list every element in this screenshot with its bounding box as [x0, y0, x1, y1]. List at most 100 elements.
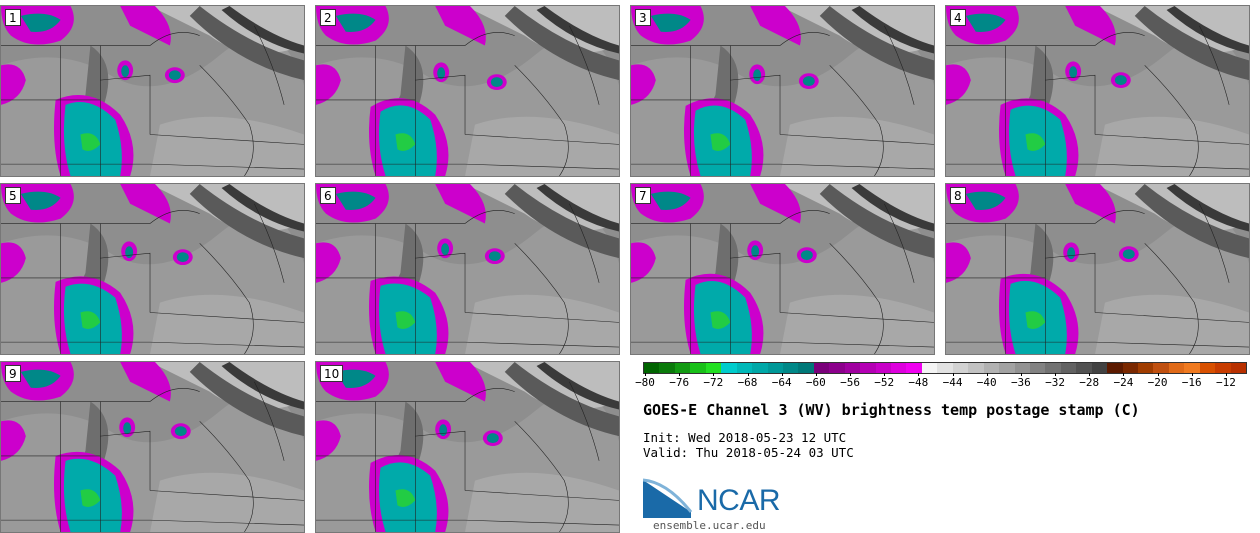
colorbar-tick-label: −72 — [703, 376, 724, 389]
colorbar-tick-label: −64 — [771, 376, 792, 389]
map-panel: 8 — [945, 183, 1250, 355]
colorbar-tickmark — [747, 373, 749, 376]
colorbar-segment — [1184, 363, 1200, 373]
colorbar-segment — [752, 363, 768, 373]
valid-label: Valid: — [643, 445, 689, 460]
colorbar-tick-label: −12 — [1215, 376, 1236, 389]
colorbar — [643, 362, 1247, 374]
colorbar-tickmark — [918, 373, 920, 376]
water-vapor-map — [1, 184, 304, 354]
water-vapor-map — [946, 184, 1249, 354]
water-vapor-map — [1, 6, 304, 176]
colorbar-segment — [968, 363, 984, 373]
colorbar-tickmark — [1055, 373, 1057, 376]
colorbar-tickmark — [1123, 373, 1125, 376]
colorbar-segment — [891, 363, 907, 373]
water-vapor-map — [1, 362, 304, 532]
colorbar-tick-label: −24 — [1113, 376, 1134, 389]
colorbar-tick-label: −16 — [1181, 376, 1202, 389]
colorbar-segment — [1060, 363, 1077, 373]
panel-number: 9 — [5, 365, 21, 382]
colorbar-segment — [952, 363, 969, 373]
water-vapor-map — [316, 362, 619, 532]
ncar-logo-icon — [643, 478, 693, 518]
valid-value: Thu 2018-05-24 03 UTC — [695, 445, 854, 460]
colorbar-segment — [1029, 363, 1046, 373]
colorbar-tick-label: −32 — [1045, 376, 1065, 389]
colorbar-segment — [906, 363, 922, 373]
water-vapor-map — [316, 184, 619, 354]
colorbar-tick-label: −48 — [908, 376, 929, 389]
panel-number: 6 — [320, 187, 336, 204]
colorbar-segment — [1168, 363, 1185, 373]
water-vapor-map — [316, 6, 619, 176]
colorbar-segment — [674, 363, 691, 373]
panel-number: 4 — [950, 9, 966, 26]
figure-title: GOES-E Channel 3 (WV) brightness temp po… — [643, 401, 1140, 419]
map-panel: 10 — [315, 361, 620, 533]
colorbar-segment — [1045, 363, 1061, 373]
water-vapor-map — [946, 6, 1249, 176]
init-line: Init: Wed 2018-05-23 12 UTC — [643, 430, 846, 445]
colorbar-tickmark — [1020, 373, 1022, 376]
colorbar-segment — [813, 363, 830, 373]
colorbar-tick-label: −60 — [805, 376, 826, 389]
colorbar-segment — [690, 363, 706, 373]
colorbar-segment — [1199, 363, 1216, 373]
water-vapor-map — [631, 184, 934, 354]
colorbar-segment — [829, 363, 845, 373]
colorbar-segment — [782, 363, 799, 373]
colorbar-tickmark — [1157, 373, 1159, 376]
map-panel: 9 — [0, 361, 305, 533]
init-value: Wed 2018-05-23 12 UTC — [688, 430, 847, 445]
panel-number: 1 — [5, 9, 21, 26]
colorbar-tick-label: −52 — [874, 376, 895, 389]
colorbar-segment — [705, 363, 722, 373]
colorbar-tickmark — [1089, 373, 1091, 376]
colorbar-segment — [844, 363, 861, 373]
panel-number: 5 — [5, 187, 21, 204]
map-panel: 4 — [945, 5, 1250, 177]
colorbar-segment — [1107, 363, 1123, 373]
colorbar-tickmark — [986, 373, 988, 376]
colorbar-segment — [999, 363, 1015, 373]
colorbar-segment — [860, 363, 876, 373]
colorbar-segment — [1091, 363, 1108, 373]
colorbar-segment — [798, 363, 814, 373]
colorbar-segment — [767, 363, 783, 373]
map-panel: 7 — [630, 183, 935, 355]
colorbar-tickmark — [1191, 373, 1193, 376]
colorbar-segment — [1076, 363, 1092, 373]
colorbar-segment — [721, 363, 737, 373]
colorbar-segment — [937, 363, 953, 373]
colorbar-tickmark — [952, 373, 954, 376]
panel-number: 8 — [950, 187, 966, 204]
map-panel: 3 — [630, 5, 935, 177]
map-panel: 5 — [0, 183, 305, 355]
colorbar-segment — [1138, 363, 1154, 373]
colorbar-segment — [644, 363, 660, 373]
colorbar-tick-label: −28 — [1079, 376, 1100, 389]
panel-number: 7 — [635, 187, 651, 204]
colorbar-tick-label: −40 — [976, 376, 997, 389]
colorbar-segment — [1014, 363, 1030, 373]
colorbar-tick-label: −80 — [635, 376, 655, 389]
colorbar-tick-label: −36 — [1010, 376, 1031, 389]
map-panel: 2 — [315, 5, 620, 177]
colorbar-tickmark — [1225, 373, 1227, 376]
colorbar-tickmark — [713, 373, 715, 376]
colorbar-segment — [983, 363, 1000, 373]
colorbar-tick-label: −76 — [669, 376, 690, 389]
colorbar-tickmark — [645, 373, 646, 376]
panel-number: 2 — [320, 9, 336, 26]
logo-url: ensemble.ucar.edu — [653, 519, 766, 532]
colorbar-tick-label: −68 — [737, 376, 758, 389]
panel-number: 3 — [635, 9, 651, 26]
colorbar-segment — [1122, 363, 1138, 373]
valid-line: Valid: Thu 2018-05-24 03 UTC — [643, 445, 854, 460]
colorbar-tickmark — [781, 373, 783, 376]
colorbar-segment — [1230, 363, 1247, 373]
colorbar-tick-label: −44 — [942, 376, 963, 389]
logo-text: NCAR — [697, 484, 781, 517]
colorbar-segment — [1215, 363, 1231, 373]
